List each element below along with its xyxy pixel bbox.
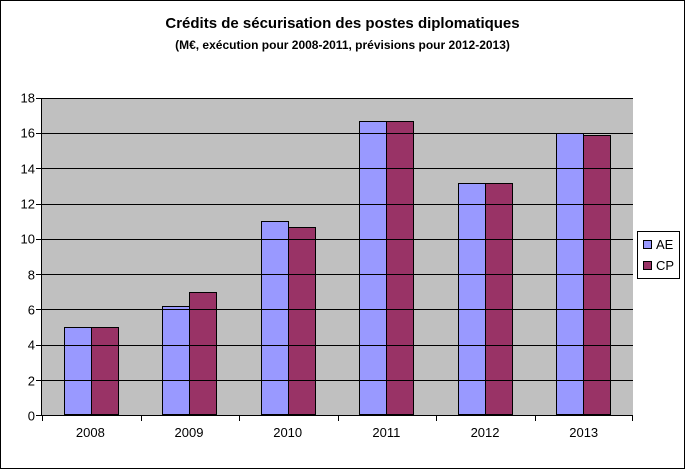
bar-CP-2012: [484, 182, 513, 415]
y-tick-mark: [36, 98, 41, 99]
gridline: [42, 344, 633, 346]
chart-subtitle: (M€, exécution pour 2008-2011, prévision…: [175, 38, 510, 52]
x-tick-label: 2013: [569, 425, 599, 440]
x-tick-label: 2008: [75, 425, 105, 440]
y-tick-label: 14: [20, 161, 35, 177]
y-tick-label: 0: [27, 408, 35, 424]
legend: AE CP: [637, 231, 681, 279]
chart-title: Crédits de sécurisation des postes diplo…: [165, 15, 520, 32]
y-tick-mark: [36, 379, 41, 381]
legend-swatch-CP: [643, 261, 652, 270]
x-tick-label: 2010: [273, 425, 303, 440]
y-tick-label: 12: [20, 196, 35, 212]
bar-AE-2011: [359, 120, 388, 415]
y-tick-mark: [36, 274, 41, 276]
gridline: [42, 203, 633, 205]
bar-CP-2011: [386, 120, 415, 415]
y-tick-label: 4: [27, 337, 35, 353]
bar-AE-2009: [162, 305, 191, 415]
gridline: [42, 379, 633, 381]
x-tick-mark: [337, 416, 339, 421]
plot-area: [36, 98, 633, 421]
x-tick-label: 2012: [470, 425, 500, 440]
bar-CP-2009: [189, 291, 218, 415]
y-tick-label: 2: [27, 373, 35, 389]
y-tick-label: 6: [27, 302, 35, 318]
legend-swatch-AE: [643, 240, 652, 249]
x-tick-label: 2009: [174, 425, 204, 440]
y-tick-mark: [36, 133, 41, 135]
category-group-2011: [338, 98, 437, 415]
y-axis: 0 2 4 6 8 10 12 14 16 18: [1, 92, 35, 423]
category-group-2008: [42, 98, 141, 415]
y-tick-mark: [36, 168, 41, 170]
bar-CP-2008: [90, 326, 119, 415]
x-tick-mark: [436, 416, 437, 421]
y-tick-label: 8: [27, 267, 35, 283]
gridline: [42, 309, 633, 311]
legend-label: CP: [656, 258, 675, 273]
legend-entry-CP: CP: [643, 259, 674, 272]
legend-entry-AE: AE: [643, 238, 674, 251]
bar-AE-2008: [63, 326, 92, 415]
x-tick-mark: [534, 416, 536, 421]
category-group-2009: [141, 98, 240, 415]
gridline: [42, 98, 633, 99]
bars-container: [42, 98, 633, 415]
bar-AE-2010: [260, 221, 289, 415]
category-group-2013: [535, 98, 634, 415]
x-tick-mark: [239, 416, 240, 421]
y-tick-mark: [36, 415, 41, 416]
x-tick-mark: [42, 416, 43, 421]
gridline: [42, 274, 633, 276]
y-tick-mark: [36, 203, 41, 205]
bar-CP-2010: [287, 226, 316, 415]
y-tick-mark: [36, 238, 41, 240]
legend-label: AE: [656, 237, 674, 252]
y-tick-label: 18: [20, 90, 35, 106]
x-tick-label: 2011: [372, 425, 401, 440]
y-tick-label: 10: [20, 231, 35, 247]
y-tick-label: 16: [20, 125, 35, 141]
category-group-2010: [239, 98, 338, 415]
bar-AE-2012: [457, 182, 486, 415]
x-tick-mark: [140, 416, 142, 421]
gridline: [42, 238, 633, 240]
x-axis: 2008 2009 2010 2011 2012 2013: [41, 425, 633, 440]
gridline: [42, 133, 633, 135]
y-tick-mark: [36, 309, 41, 311]
gridline: [42, 168, 633, 170]
x-tick-mark: [632, 416, 633, 421]
category-group-2012: [436, 98, 535, 415]
y-tick-mark: [36, 344, 41, 346]
